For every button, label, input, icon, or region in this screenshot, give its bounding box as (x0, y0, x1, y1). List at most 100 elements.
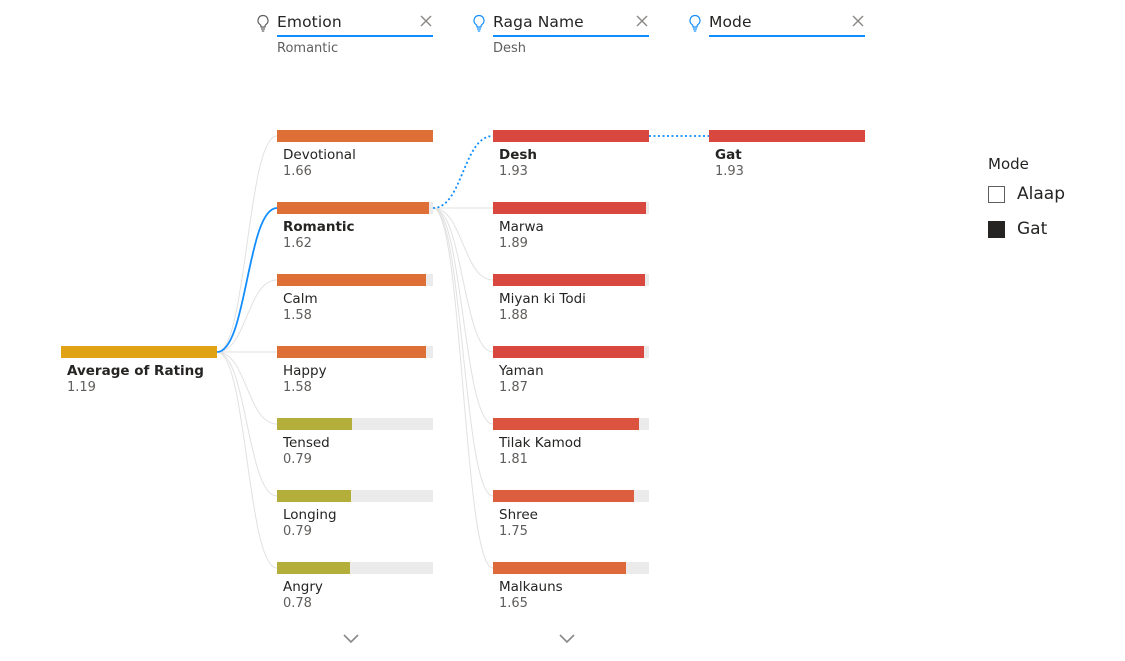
node-bar-fill (493, 202, 646, 214)
node-label: Shree (499, 507, 538, 523)
node-value: 0.79 (283, 452, 312, 467)
node-bar-fill (277, 202, 429, 214)
connector-line (432, 207, 494, 569)
mode-level-header: Mode (687, 10, 865, 62)
node-value: 0.79 (283, 524, 312, 539)
emotion-header-title[interactable]: Emotion (277, 13, 342, 31)
chevron-down-icon[interactable] (558, 632, 576, 644)
raga-header-title[interactable]: Raga Name (493, 13, 584, 31)
node-bar-fill (493, 346, 644, 358)
checkbox-checked-icon[interactable] (988, 221, 1005, 238)
node-bar-fill (277, 562, 350, 574)
emotion-node[interactable]: Tensed 0.79 (277, 418, 433, 472)
root-node[interactable]: Average of Rating 1.19 (61, 346, 217, 400)
lightbulb-icon[interactable] (255, 14, 271, 32)
close-icon[interactable] (635, 14, 649, 28)
raga-level-header: Raga Name Desh (471, 10, 649, 62)
emotion-node[interactable]: Happy 1.58 (277, 346, 433, 400)
node-value: 1.62 (283, 236, 312, 251)
node-label: Yaman (499, 363, 544, 379)
node-label: Miyan ki Todi (499, 291, 586, 307)
emotion-node[interactable]: Devotional 1.66 (277, 130, 433, 184)
mode-header-title[interactable]: Mode (709, 13, 752, 31)
node-value: 1.93 (499, 164, 528, 179)
node-value: 1.93 (715, 164, 744, 179)
node-bar-fill (709, 130, 865, 142)
emotion-node[interactable]: Calm 1.58 (277, 274, 433, 328)
node-value: 0.78 (283, 596, 312, 611)
node-bar-fill (61, 346, 217, 358)
emotion-node[interactable]: Longing 0.79 (277, 490, 433, 544)
connector-line (432, 207, 494, 353)
node-label: Tilak Kamod (499, 435, 582, 451)
node-value: 1.65 (499, 596, 528, 611)
node-bar-fill (493, 274, 645, 286)
raga-node[interactable]: Desh 1.93 (493, 130, 649, 184)
node-label: Average of Rating (67, 363, 204, 379)
node-label: Devotional (283, 147, 356, 163)
node-label: Romantic (283, 219, 355, 235)
raga-node[interactable]: Marwa 1.89 (493, 202, 649, 256)
connector-line-selected (432, 135, 494, 209)
node-label: Longing (283, 507, 337, 523)
connector-line (216, 135, 278, 353)
lightbulb-icon[interactable] (687, 14, 703, 32)
raga-header-subtitle: Desh (493, 41, 527, 56)
lightbulb-icon[interactable] (471, 14, 487, 32)
node-bar-fill (493, 490, 634, 502)
connector-line (216, 351, 278, 497)
legend-item-alaap[interactable]: Alaap (988, 184, 1098, 206)
chevron-down-icon[interactable] (342, 632, 360, 644)
node-value: 1.75 (499, 524, 528, 539)
emotion-level-header: Emotion Romantic (255, 10, 433, 62)
node-bar-fill (277, 130, 433, 142)
node-value: 1.58 (283, 380, 312, 395)
node-label: Tensed (283, 435, 330, 451)
node-bar-fill (277, 346, 426, 358)
legend-title: Mode (988, 155, 1029, 173)
raga-node[interactable]: Miyan ki Todi 1.88 (493, 274, 649, 328)
checkbox-unchecked-icon[interactable] (988, 186, 1005, 203)
mode-node[interactable]: Gat 1.93 (709, 130, 865, 184)
connector-line (432, 207, 494, 281)
node-value: 1.58 (283, 308, 312, 323)
emotion-header-subtitle: Romantic (277, 41, 339, 56)
node-bar-fill (277, 490, 351, 502)
node-label: Malkauns (499, 579, 563, 595)
node-label: Calm (283, 291, 318, 307)
node-bar-fill (493, 562, 626, 574)
legend-item-gat[interactable]: Gat (988, 219, 1098, 241)
connector-line (216, 351, 278, 569)
legend-item-label: Alaap (1017, 184, 1065, 204)
node-value: 1.81 (499, 452, 528, 467)
node-bar-fill (277, 274, 426, 286)
header-underline (493, 35, 649, 37)
node-value: 1.89 (499, 236, 528, 251)
emotion-node[interactable]: Romantic 1.62 (277, 202, 433, 256)
connector-line (432, 207, 494, 497)
header-underline (277, 35, 433, 37)
raga-node[interactable]: Malkauns 1.65 (493, 562, 649, 616)
node-value: 1.87 (499, 380, 528, 395)
raga-node[interactable]: Yaman 1.87 (493, 346, 649, 400)
node-bar-fill (493, 130, 649, 142)
connector-line (216, 279, 278, 353)
raga-node[interactable]: Tilak Kamod 1.81 (493, 418, 649, 472)
raga-node[interactable]: Shree 1.75 (493, 490, 649, 544)
connector-line (216, 351, 278, 425)
emotion-node[interactable]: Angry 0.78 (277, 562, 433, 616)
node-label: Marwa (499, 219, 544, 235)
node-value: 1.19 (67, 380, 96, 395)
close-icon[interactable] (851, 14, 865, 28)
connector-line-selected (216, 207, 278, 353)
node-label: Angry (283, 579, 323, 595)
node-bar-fill (493, 418, 639, 430)
connector-line (432, 207, 494, 425)
node-label: Gat (715, 147, 742, 163)
header-underline (709, 35, 865, 37)
node-label: Happy (283, 363, 327, 379)
node-value: 1.66 (283, 164, 312, 179)
node-value: 1.88 (499, 308, 528, 323)
close-icon[interactable] (419, 14, 433, 28)
legend-item-label: Gat (1017, 219, 1048, 239)
